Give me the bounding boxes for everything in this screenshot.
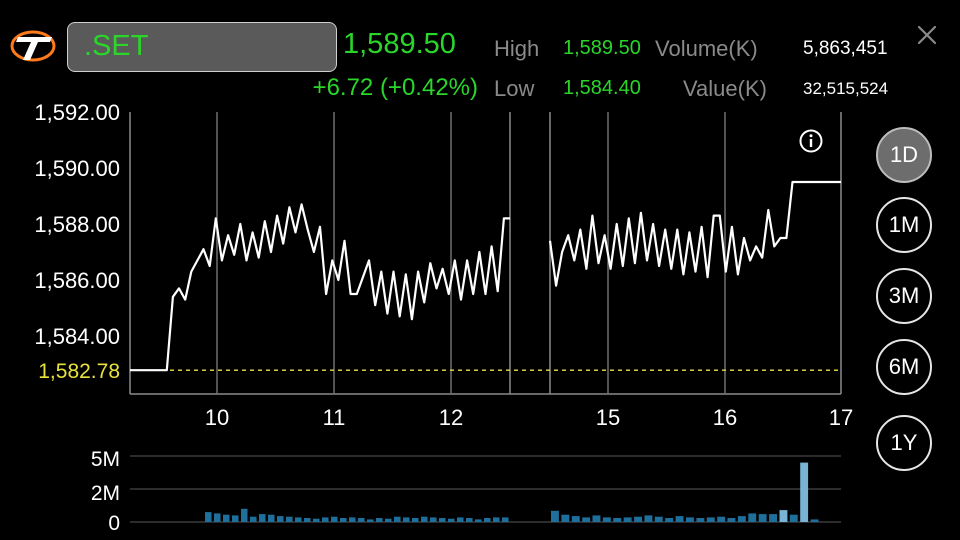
- volume-bar: [376, 518, 383, 522]
- volume-bar: [789, 514, 798, 522]
- volume-bar: [654, 516, 663, 522]
- volume-bar: [484, 518, 491, 522]
- volume-bar: [706, 517, 715, 522]
- volume-bar: [475, 519, 482, 522]
- brand-logo-icon: [10, 30, 56, 62]
- price-y-tick-label: 1,584.00: [34, 324, 120, 349]
- volume-bar: [737, 516, 746, 522]
- symbol-search-field[interactable]: .SET: [67, 22, 337, 72]
- volume-bar: [696, 518, 705, 522]
- volume-bar: [748, 513, 757, 522]
- price-y-tick-label: 1,590.00: [34, 156, 120, 181]
- price-x-tick-label: 17: [829, 405, 853, 430]
- high-value: 1,589.50: [563, 37, 641, 59]
- period-button-3m[interactable]: 3M: [876, 268, 932, 324]
- volume-bar: [551, 510, 559, 522]
- volume-bar: [769, 514, 777, 522]
- period-button-1d[interactable]: 1D: [876, 127, 932, 183]
- volume-bar: [385, 518, 392, 522]
- volume-bar: [214, 513, 221, 522]
- close-icon[interactable]: [913, 21, 941, 49]
- volume-bar: [800, 462, 809, 522]
- volume-bar: [686, 517, 694, 522]
- volume-bar: [331, 516, 338, 522]
- price-y-tick-label: 1,588.00: [34, 212, 120, 237]
- volume-bar: [241, 508, 248, 522]
- volume-bar: [304, 518, 311, 522]
- volume-bar: [313, 518, 320, 522]
- volume-bar: [613, 518, 622, 522]
- volume-bar: [295, 517, 302, 522]
- volume-y-tick-label: 0: [108, 512, 120, 535]
- info-icon[interactable]: [798, 128, 824, 154]
- volume-bar: [502, 517, 509, 522]
- volume-bar: [758, 514, 767, 522]
- volume-bar: [430, 517, 437, 522]
- volume-bar: [571, 516, 580, 522]
- price-x-tick-label: 10: [205, 405, 229, 430]
- volume-bar: [250, 516, 257, 522]
- volume-bar: [448, 518, 455, 522]
- volume-bar: [349, 517, 356, 522]
- period-button-6m[interactable]: 6M: [876, 339, 932, 395]
- high-label: High: [494, 36, 540, 61]
- volume-y-tick-label: 2M: [91, 482, 120, 505]
- price-x-tick-label: 12: [439, 405, 463, 430]
- volume-bar: [358, 518, 365, 522]
- volume-bar: [582, 517, 591, 522]
- volume-bar: [665, 518, 674, 522]
- value-value: 32,515,524: [803, 79, 889, 98]
- volume-bar: [277, 516, 284, 522]
- volume-bar: [268, 514, 275, 522]
- volume-bar: [727, 518, 736, 522]
- price-x-tick-label: 16: [713, 405, 737, 430]
- volume-bar: [457, 517, 464, 522]
- low-value: 1,584.40: [563, 77, 641, 99]
- volume-bar: [340, 518, 347, 522]
- volume-bar: [779, 510, 788, 522]
- volume-label: Volume(K): [655, 36, 758, 61]
- last-price: 1,589.50: [343, 28, 456, 60]
- volume-bar: [403, 517, 410, 522]
- volume-bar: [592, 515, 601, 522]
- price-change: +6.72 (+0.42%): [312, 74, 478, 101]
- price-series-line: [130, 203, 510, 372]
- period-button-1m[interactable]: 1M: [876, 197, 932, 253]
- volume-bar: [259, 514, 266, 522]
- low-label: Low: [494, 76, 535, 101]
- volume-bar: [810, 519, 819, 522]
- reference-label: 1,582.78: [38, 360, 120, 383]
- price-x-tick-label: 15: [596, 405, 620, 430]
- price-series-line: [548, 180, 841, 287]
- volume-bar: [561, 514, 570, 522]
- period-button-1y[interactable]: 1Y: [876, 415, 932, 471]
- volume-bar: [675, 516, 684, 522]
- price-x-tick-label: 11: [323, 405, 346, 430]
- volume-bar: [634, 516, 642, 522]
- volume-bar: [717, 516, 726, 522]
- volume-bar: [466, 518, 473, 522]
- volume-bar: [602, 517, 611, 522]
- value-label: Value(K): [683, 76, 767, 101]
- volume-value: 5,863,451: [803, 38, 888, 59]
- volume-bar: [232, 515, 239, 522]
- volume-bar: [223, 514, 230, 522]
- volume-bar: [493, 517, 500, 522]
- volume-y-tick-label: 5M: [91, 448, 120, 471]
- volume-bar: [205, 512, 212, 522]
- volume-bar: [394, 516, 401, 522]
- price-y-tick-label: 1,586.00: [34, 268, 120, 293]
- volume-bar: [286, 516, 293, 522]
- volume-bar: [421, 516, 428, 522]
- volume-bar: [412, 518, 419, 522]
- volume-bar: [644, 515, 653, 522]
- price-y-tick-label: 1,592.00: [34, 100, 120, 125]
- volume-bar: [322, 517, 329, 522]
- volume-bar: [623, 517, 632, 522]
- volume-bar: [367, 519, 374, 522]
- volume-bar: [439, 518, 446, 522]
